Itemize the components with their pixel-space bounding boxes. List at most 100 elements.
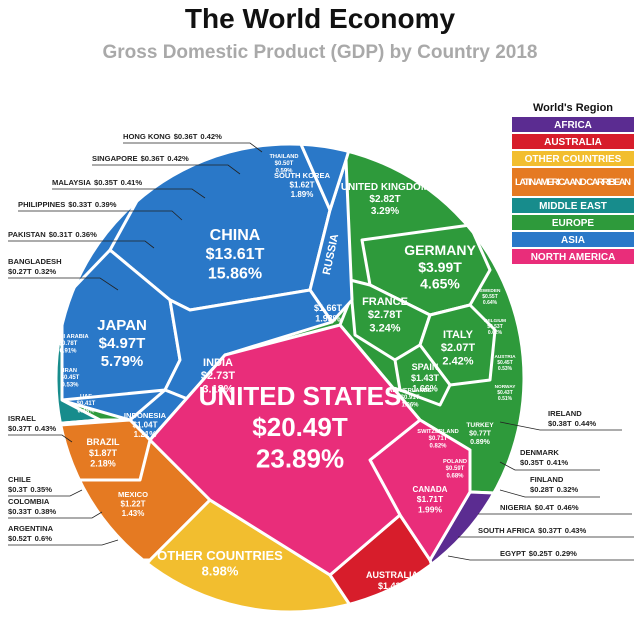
callout-gdp: $0.33T bbox=[8, 507, 32, 516]
leader-line bbox=[499, 421, 622, 431]
callout-label: PAKISTAN $0.31T 0.36% bbox=[8, 230, 97, 239]
callout-gdp: $0.28T bbox=[530, 485, 554, 494]
country-gdp: $0.41T bbox=[77, 401, 96, 407]
callout-share: 0.42% bbox=[167, 154, 189, 163]
country-label: IRAN $0.45T 0.53% bbox=[61, 368, 80, 388]
callout-share: 0.44% bbox=[575, 419, 597, 428]
country-gdp: $0.78T bbox=[59, 341, 78, 347]
country-gdp: $2.07T bbox=[441, 342, 476, 354]
callout-gdp: $0.31T bbox=[49, 230, 73, 239]
country-name: SAUDI ARABIA bbox=[47, 334, 88, 340]
country-share: 1.06% bbox=[401, 402, 419, 408]
country-share: 4.65% bbox=[420, 276, 460, 292]
country-label: SWITZERLAND $0.71T 0.82% bbox=[417, 429, 458, 449]
country-label: OTHER COUNTRIES 8.98% bbox=[157, 548, 283, 579]
country-share: 0.64% bbox=[483, 300, 498, 306]
country-gdp: $3.99T bbox=[418, 259, 462, 275]
callout-gdp: $0.3T bbox=[8, 485, 28, 494]
callout-label: HONG KONG $0.36T 0.42% bbox=[123, 132, 222, 141]
callout-gdp: $0.52T bbox=[8, 534, 32, 543]
legend-swatch bbox=[512, 249, 634, 264]
country-share: 0.53% bbox=[498, 366, 513, 372]
country-share: 1.93% bbox=[315, 314, 341, 324]
country-name: INDONESIA bbox=[124, 411, 167, 420]
country-name: SOUTH KOREA bbox=[274, 171, 331, 180]
country-gdp: $0.91T bbox=[401, 395, 420, 401]
country-gdp: $1.62T bbox=[290, 181, 315, 190]
callout-gdp: $0.25T bbox=[529, 549, 553, 558]
callout-name: EGYPT bbox=[500, 549, 526, 558]
country-label: SPAIN $1.43T 1.66% bbox=[411, 362, 440, 394]
country-label: UAE $0.41T 0.48% bbox=[77, 394, 96, 414]
country-name: SWEDEN bbox=[480, 288, 501, 294]
country-name: UNITED STATES bbox=[199, 381, 402, 411]
country-share: 3.29% bbox=[371, 206, 399, 217]
country-share: 15.86% bbox=[208, 265, 262, 282]
legend: World's Region AFRICA AUSTRALIA OTHER COUN… bbox=[512, 102, 634, 264]
country-name: SPAIN bbox=[412, 362, 439, 372]
country-gdp: $2.73T bbox=[201, 370, 236, 382]
callout-name: BANGLADESH bbox=[8, 257, 62, 266]
country-label: JAPAN $4.97T 5.79% bbox=[97, 317, 147, 370]
legend-label: NORTH AMERICA bbox=[531, 252, 616, 263]
country-label: BELGIUM $0.53T 0.62% bbox=[484, 318, 506, 336]
country-name: POLAND bbox=[443, 459, 467, 465]
callout-label: FINLAND $0.28T 0.32% bbox=[530, 475, 578, 494]
country-gdp: $1.66T bbox=[314, 303, 343, 313]
country-label: GERMANY $3.99T 4.65% bbox=[404, 242, 476, 292]
legend-label: AUSTRALIA bbox=[544, 137, 602, 148]
callout-label: MALAYSIA $0.35T 0.41% bbox=[52, 178, 142, 187]
leader-line bbox=[92, 164, 241, 175]
country-gdp: $1.71T bbox=[417, 494, 444, 504]
country-share: 23.89% bbox=[256, 443, 344, 473]
country-share: 2.18% bbox=[90, 459, 116, 469]
callout-share: 0.43% bbox=[565, 526, 587, 535]
callout-name: PAKISTAN bbox=[8, 230, 46, 239]
callout-gdp: $0.33T bbox=[68, 200, 92, 209]
country-name: NETHERLANDS bbox=[389, 388, 432, 394]
callout-gdp: $0.36T bbox=[174, 132, 198, 141]
callout-name: FINLAND bbox=[530, 475, 564, 484]
callout-share: 0.29% bbox=[555, 549, 577, 558]
callout-share: 0.36% bbox=[75, 230, 97, 239]
leader-line bbox=[8, 434, 73, 443]
cell-spain bbox=[393, 343, 452, 407]
legend-title: World's Region bbox=[533, 102, 613, 114]
country-name: BRAZIL bbox=[87, 437, 120, 447]
callout-name: CHILE bbox=[8, 475, 31, 484]
country-gdp: $0.45T bbox=[497, 360, 513, 366]
country-gdp: $1.87T bbox=[89, 448, 118, 458]
callout-name: MALAYSIA bbox=[52, 178, 91, 187]
country-label: AUSTRALIA $1.43T 1.67% bbox=[366, 570, 418, 602]
country-share: 5.79% bbox=[101, 353, 144, 370]
country-name: GERMANY bbox=[404, 242, 476, 258]
callout-label: EGYPT $0.25T 0.29% bbox=[500, 549, 577, 558]
country-label: POLAND $0.59T 0.68% bbox=[443, 459, 467, 479]
legend-label: EUROPE bbox=[552, 218, 595, 229]
country-gdp: $13.61T bbox=[206, 246, 265, 263]
country-gdp: $4.97T bbox=[99, 335, 146, 352]
country-share: 0.48% bbox=[77, 408, 95, 414]
legend-swatch bbox=[512, 198, 634, 213]
country-gdp: $1.22T bbox=[121, 500, 146, 509]
country-gdp: $1.04T bbox=[133, 421, 158, 430]
country-share: 0.68% bbox=[446, 473, 464, 479]
country-label: UNITED STATES $20.49T 23.89% bbox=[199, 381, 402, 473]
legend-label: AFRICA bbox=[554, 120, 592, 131]
legend-label: OTHER COUNTRIES bbox=[525, 154, 622, 165]
callout-share: 0.41% bbox=[547, 458, 569, 467]
cell-india bbox=[163, 288, 334, 402]
callout-gdp: $0.36T bbox=[141, 154, 165, 163]
legend-swatch bbox=[512, 134, 634, 149]
callout-label: BANGLADESH $0.27T 0.32% bbox=[8, 257, 62, 276]
map-outline bbox=[54, 142, 526, 614]
callout-label: CHILE $0.3T 0.35% bbox=[8, 475, 52, 494]
cell-united-states bbox=[148, 323, 422, 577]
legend-label: MIDDLE EAST bbox=[539, 201, 607, 212]
country-label: $1.66T 1.93% bbox=[314, 303, 343, 324]
legend-swatch bbox=[512, 117, 634, 132]
country-name: BELGIUM bbox=[484, 318, 506, 324]
country-share: 2.42% bbox=[442, 355, 473, 367]
country-label: NORWAY $0.43T 0.51% bbox=[495, 384, 517, 402]
callout-name: SINGAPORE bbox=[92, 154, 138, 163]
